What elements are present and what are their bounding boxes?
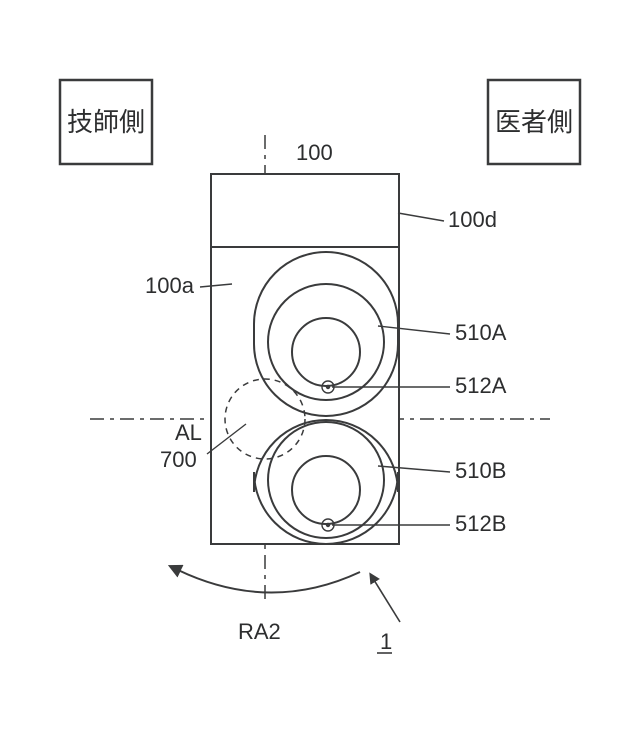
technician-side-label: 技師側: [67, 107, 145, 137]
rotation-arc-ra2: [178, 570, 360, 593]
ref-100d: 100d: [448, 207, 497, 232]
ref-100a: 100a: [145, 273, 195, 298]
patent-figure: 技師側 医者側 100 100d 100a 510A 512A AL700 510B 512B RA…: [0, 0, 640, 735]
ref-100: 100: [296, 140, 333, 165]
ref-ra2: RA2: [238, 619, 281, 644]
doctor-side-label: 医者側: [495, 107, 573, 137]
ref-1: 1: [380, 629, 392, 654]
dot-512a-dot: [326, 385, 330, 389]
ref-al: AL: [175, 420, 202, 445]
ref-510b: 510B: [455, 458, 506, 483]
ref-512a: 512A: [455, 373, 507, 398]
ref-510a: 510A: [455, 320, 507, 345]
slot-a: [254, 252, 398, 416]
ref-700: 700: [160, 447, 197, 472]
leader-line: [398, 213, 444, 221]
ref-512b: 512B: [455, 511, 506, 536]
dot-512b-dot: [326, 523, 330, 527]
ref-1-arrow: [374, 580, 400, 622]
